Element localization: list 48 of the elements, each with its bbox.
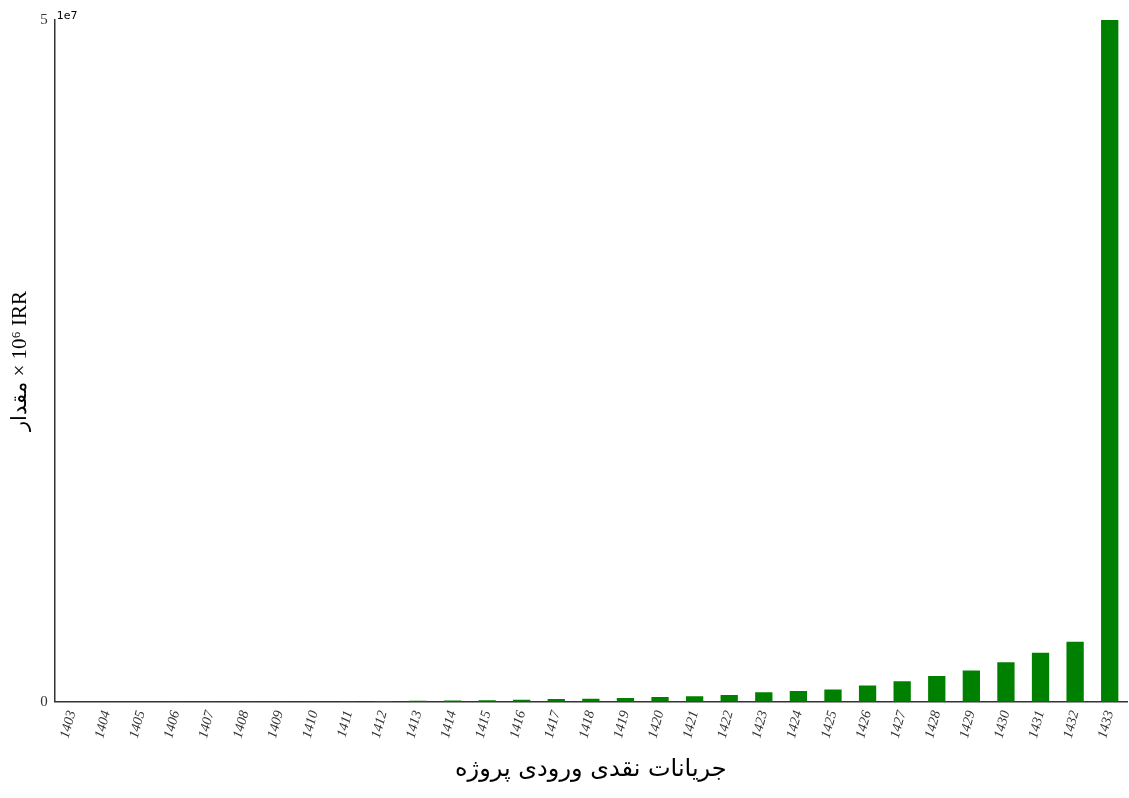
x-tick-label: 1424 [783,708,805,740]
bar [1031,652,1050,702]
x-tick-label: 1433 [1094,708,1117,740]
x-tick-label: 1421 [679,708,702,740]
x-tick-label: 1417 [540,707,563,740]
x-tick-label: 1407 [195,707,218,740]
bar [962,670,980,702]
bar [1066,641,1084,702]
x-tick-label: 1428 [921,708,944,740]
x-tick-label: 1432 [1059,708,1082,740]
bar [893,681,911,702]
bar [997,662,1015,702]
x-tick-label: 1416 [506,708,529,740]
x-tick-label: 1403 [56,708,79,740]
x-tick-label: 1429 [956,708,978,740]
bar [755,692,773,702]
x-tick-label: 1419 [610,708,632,740]
x-tick-label: 1431 [1025,708,1047,740]
x-tick-label: 1430 [990,708,1013,740]
x-tick-label: 1413 [402,708,425,740]
x-tick-label: 1420 [644,708,667,740]
x-tick-label: 1414 [437,708,459,740]
x-tick-label: 1405 [125,708,148,740]
annotation: 1e7 [56,9,78,23]
bar [789,690,808,702]
bar [858,685,877,702]
x-tick-label: 1410 [298,708,321,740]
x-tick-label: 1425 [817,708,840,740]
x-axis-title: جریانات نقدی ورودی پروژه [455,753,727,782]
x-tick-label: 1415 [471,708,494,740]
y-tick-label: 0 [40,692,48,709]
x-tick-label: 1418 [575,708,598,740]
x-tick-label: 1423 [748,708,771,740]
bar [1101,20,1119,702]
x-tick-label: 1411 [333,708,356,739]
y-tick-label: 5 [40,10,48,27]
x-tick-label: 1412 [368,708,390,740]
x-tick-label: 1404 [91,708,114,740]
x-tick-label: 1409 [264,708,286,740]
bar [824,689,842,702]
x-tick-label: 1426 [852,708,875,740]
x-tick-label: 1422 [713,708,736,740]
x-tick-label: 1406 [160,708,183,740]
x-tick-label: 1408 [229,708,252,740]
bar [928,675,946,702]
x-tick-label: 1427 [886,707,909,740]
bar [685,696,704,702]
y-axis-title: مقدار × 10⁶ IRR [7,290,33,432]
